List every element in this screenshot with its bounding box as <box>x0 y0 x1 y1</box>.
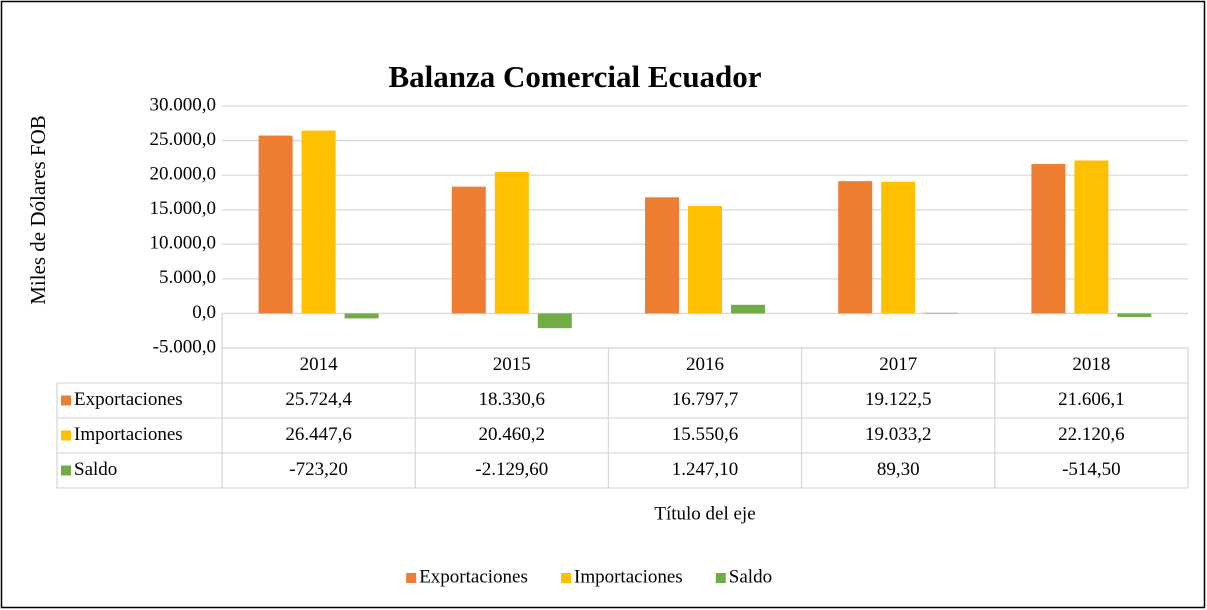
table-cell: 21.606,1 <box>1058 389 1125 410</box>
chart-title: Balanza Comercial Ecuador <box>388 59 761 94</box>
table-cell: -514,50 <box>1062 459 1121 480</box>
bar <box>301 130 336 314</box>
bar <box>645 197 679 314</box>
table-cell: 15.550,6 <box>672 424 739 445</box>
legend-key <box>715 573 726 583</box>
table-cell: 22.120,6 <box>1058 424 1125 445</box>
y-tick-label: 25.000,0 <box>150 129 217 150</box>
x-tick-label: 2014 <box>300 354 339 375</box>
legend-key <box>406 573 417 583</box>
table-cell: 20.460,2 <box>479 424 546 445</box>
table-cell: 19.033,2 <box>865 424 932 445</box>
bar <box>1031 164 1066 314</box>
table-cell: 19.122,5 <box>865 389 932 410</box>
table-row-label: Importaciones <box>74 424 183 445</box>
table-cell: 89,30 <box>877 459 920 480</box>
table-cell: 26.447,6 <box>285 424 352 445</box>
bar <box>688 205 722 314</box>
table-legend-key <box>61 465 71 476</box>
bar <box>924 312 959 314</box>
bar <box>451 186 486 314</box>
bar <box>881 181 916 314</box>
bar <box>1074 160 1109 314</box>
x-tick-label: 2016 <box>686 354 724 375</box>
y-tick-label: -5.000,0 <box>153 336 216 357</box>
y-tick-label: 10.000,0 <box>150 233 217 254</box>
table-legend-key <box>61 395 71 406</box>
table-legend-key <box>61 430 71 441</box>
legend-key <box>561 573 571 583</box>
y-tick-label: 20.000,0 <box>150 164 217 185</box>
bar <box>258 135 293 314</box>
table-cell: 16.797,7 <box>672 389 739 410</box>
y-axis-label: Miles de Dólares FOB <box>26 115 50 305</box>
bar <box>537 313 572 329</box>
x-axis-label: Título del eje <box>654 503 755 524</box>
table-cell: 25.724,4 <box>285 389 352 410</box>
y-tick-label: 5.000,0 <box>159 267 216 288</box>
legend-label: Exportaciones <box>419 566 528 587</box>
bar <box>344 313 379 319</box>
legend-label: Saldo <box>729 566 772 587</box>
table-cell: 1.247,10 <box>672 459 739 480</box>
y-tick-label: 30.000,0 <box>150 94 217 115</box>
table-cell: -2.129,60 <box>475 459 548 480</box>
y-tick-label: 0,0 <box>192 302 216 323</box>
bar <box>1117 313 1152 317</box>
x-tick-label: 2017 <box>879 354 917 375</box>
bar <box>838 181 873 314</box>
y-tick-label: 15.000,0 <box>150 198 217 219</box>
bar <box>731 304 765 314</box>
table-row-label: Exportaciones <box>74 389 183 410</box>
legend-label: Importaciones <box>574 566 683 587</box>
table-cell: 18.330,6 <box>479 389 546 410</box>
x-tick-label: 2015 <box>493 354 531 375</box>
x-tick-label: 2018 <box>1072 354 1110 375</box>
table-cell: -723,20 <box>289 459 348 480</box>
bar <box>494 171 529 314</box>
table-row-label: Saldo <box>74 459 117 480</box>
